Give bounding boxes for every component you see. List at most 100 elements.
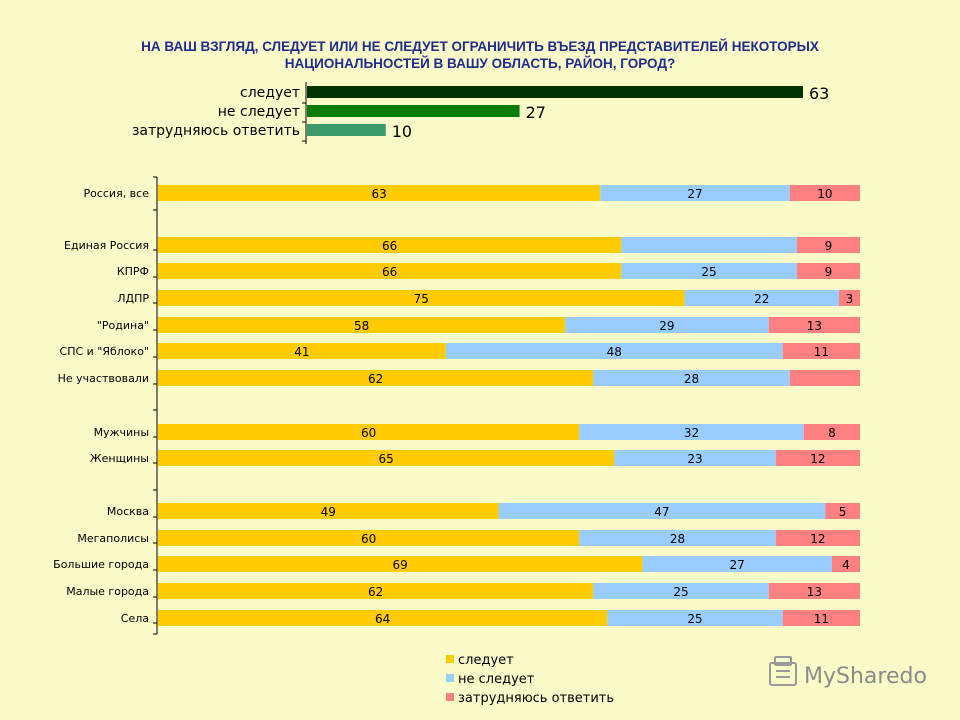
bar-segment: [782, 343, 860, 359]
bar-segment: [838, 290, 860, 306]
bar-segment: [158, 583, 594, 599]
category-label: "Родина": [97, 319, 149, 332]
bar-segment: [768, 583, 860, 599]
bar-segment: [831, 556, 860, 572]
data-label: 27: [730, 558, 745, 572]
data-label: 60: [361, 532, 376, 546]
category-label: Россия, все: [83, 187, 149, 200]
data-label: 75: [414, 292, 429, 306]
legend-label: не следует: [458, 672, 535, 687]
data-label: 62: [368, 585, 383, 599]
category-label: Большие города: [53, 558, 149, 571]
data-label: 12: [810, 452, 825, 466]
chart-title-line-1: НА ВАШ ВЗГЛЯД, СЛЕДУЕТ ИЛИ НЕ СЛЕДУЕТ ОГ…: [141, 39, 819, 54]
bar-segment: [445, 343, 783, 359]
data-label: 9: [825, 265, 833, 279]
legend-label: следует: [458, 653, 514, 668]
bar-segment: [158, 556, 643, 572]
summary-bar: [307, 86, 803, 98]
category-label: Не участвовали: [58, 372, 149, 385]
data-label: 25: [701, 265, 716, 279]
bar-segment: [803, 424, 860, 440]
data-label: 62: [368, 372, 383, 386]
category-label: Малые города: [66, 585, 149, 598]
data-label: 10: [817, 187, 832, 201]
bar-segment: [600, 185, 790, 201]
data-label: 11: [814, 345, 829, 359]
logo-icon: [769, 656, 797, 686]
data-label: 58: [354, 319, 369, 333]
bar-segment: [158, 317, 566, 333]
stacked-bar-chart: Россия, все 63 27 10 Единая Россия 66 9 КПРФ 66 2…: [53, 176, 860, 635]
logo-text: MySharedo: [804, 664, 927, 689]
summary-bar-chart: следует 63 не следует 27 затрудняюсь ответит…: [132, 82, 829, 144]
bar-segment: [158, 370, 594, 386]
legend-swatch: [446, 693, 454, 701]
bar-segment: [158, 610, 608, 626]
data-label: 9: [825, 239, 833, 253]
summary-bar: [307, 105, 520, 117]
summary-value-label: 63: [809, 84, 829, 103]
bar-segment: [642, 556, 832, 572]
data-label: 63: [371, 187, 386, 201]
category-label: Села: [121, 612, 149, 625]
summary-category-label: затрудняюсь ответить: [132, 123, 300, 139]
bar-segment: [593, 583, 769, 599]
bar-segment: [579, 424, 804, 440]
bar-segment: [593, 370, 790, 386]
legend-label: затрудняюсь ответить: [458, 691, 614, 706]
chart-title: НА ВАШ ВЗГЛЯД, СЛЕДУЕТ ИЛИ НЕ СЛЕДУЕТ ОГ…: [40, 38, 920, 72]
data-label: 25: [687, 612, 702, 626]
bar-segment: [158, 185, 601, 201]
data-label: 66: [382, 239, 397, 253]
data-label: 5: [839, 505, 847, 519]
summary-value-label: 27: [526, 103, 546, 122]
bar-segment: [621, 263, 797, 279]
category-label: Женщины: [90, 452, 149, 465]
bar-segment: [158, 424, 580, 440]
bar-segment: [158, 237, 622, 253]
data-label: 4: [842, 558, 850, 572]
bar-segment: [565, 317, 769, 333]
category-label: ЛДПР: [117, 292, 149, 305]
bar-segment: [158, 503, 499, 519]
data-label: 41: [294, 345, 309, 359]
category-label: КПРФ: [117, 265, 149, 278]
data-label: 48: [607, 345, 622, 359]
chart-title-line-2: НАЦИОНАЛЬНОСТЕЙ В ВАШУ ОБЛАСТЬ, РАЙОН, Г…: [284, 56, 676, 71]
data-label: 60: [361, 426, 376, 440]
bar-segment: [775, 530, 860, 546]
bar-segment: [614, 450, 776, 466]
legend-swatch: [446, 674, 454, 682]
data-label: 64: [375, 612, 390, 626]
data-label: 8: [828, 426, 836, 440]
bar-segment: [607, 610, 783, 626]
summary-category-label: следует: [240, 85, 300, 101]
watermark-logo: MySharedo: [769, 656, 927, 689]
chart-legend: следует не следует затрудняюсь ответить: [446, 653, 614, 706]
bar-segment: [158, 290, 685, 306]
data-label: 23: [687, 452, 702, 466]
data-label: 11: [814, 612, 829, 626]
bar-segment: [789, 370, 860, 386]
summary-bar: [307, 124, 386, 136]
data-label: 28: [684, 372, 699, 386]
bar-segment: [158, 450, 615, 466]
legend-swatch: [446, 655, 454, 663]
data-label: 29: [659, 319, 674, 333]
category-label: Мегаполисы: [77, 532, 149, 545]
data-label: 27: [687, 187, 702, 201]
category-label: Единая Россия: [64, 239, 149, 252]
summary-category-label: не следует: [218, 104, 300, 120]
data-label: 32: [684, 426, 699, 440]
data-label: 66: [382, 265, 397, 279]
bar-segment: [796, 237, 860, 253]
data-label: 22: [754, 292, 769, 306]
data-label: 25: [673, 585, 688, 599]
summary-value-label: 10: [392, 122, 412, 141]
bar-segment: [825, 503, 860, 519]
bar-segment: [768, 317, 860, 333]
data-label: 65: [379, 452, 394, 466]
category-label: Мужчины: [94, 426, 149, 439]
bar-segment: [789, 185, 860, 201]
